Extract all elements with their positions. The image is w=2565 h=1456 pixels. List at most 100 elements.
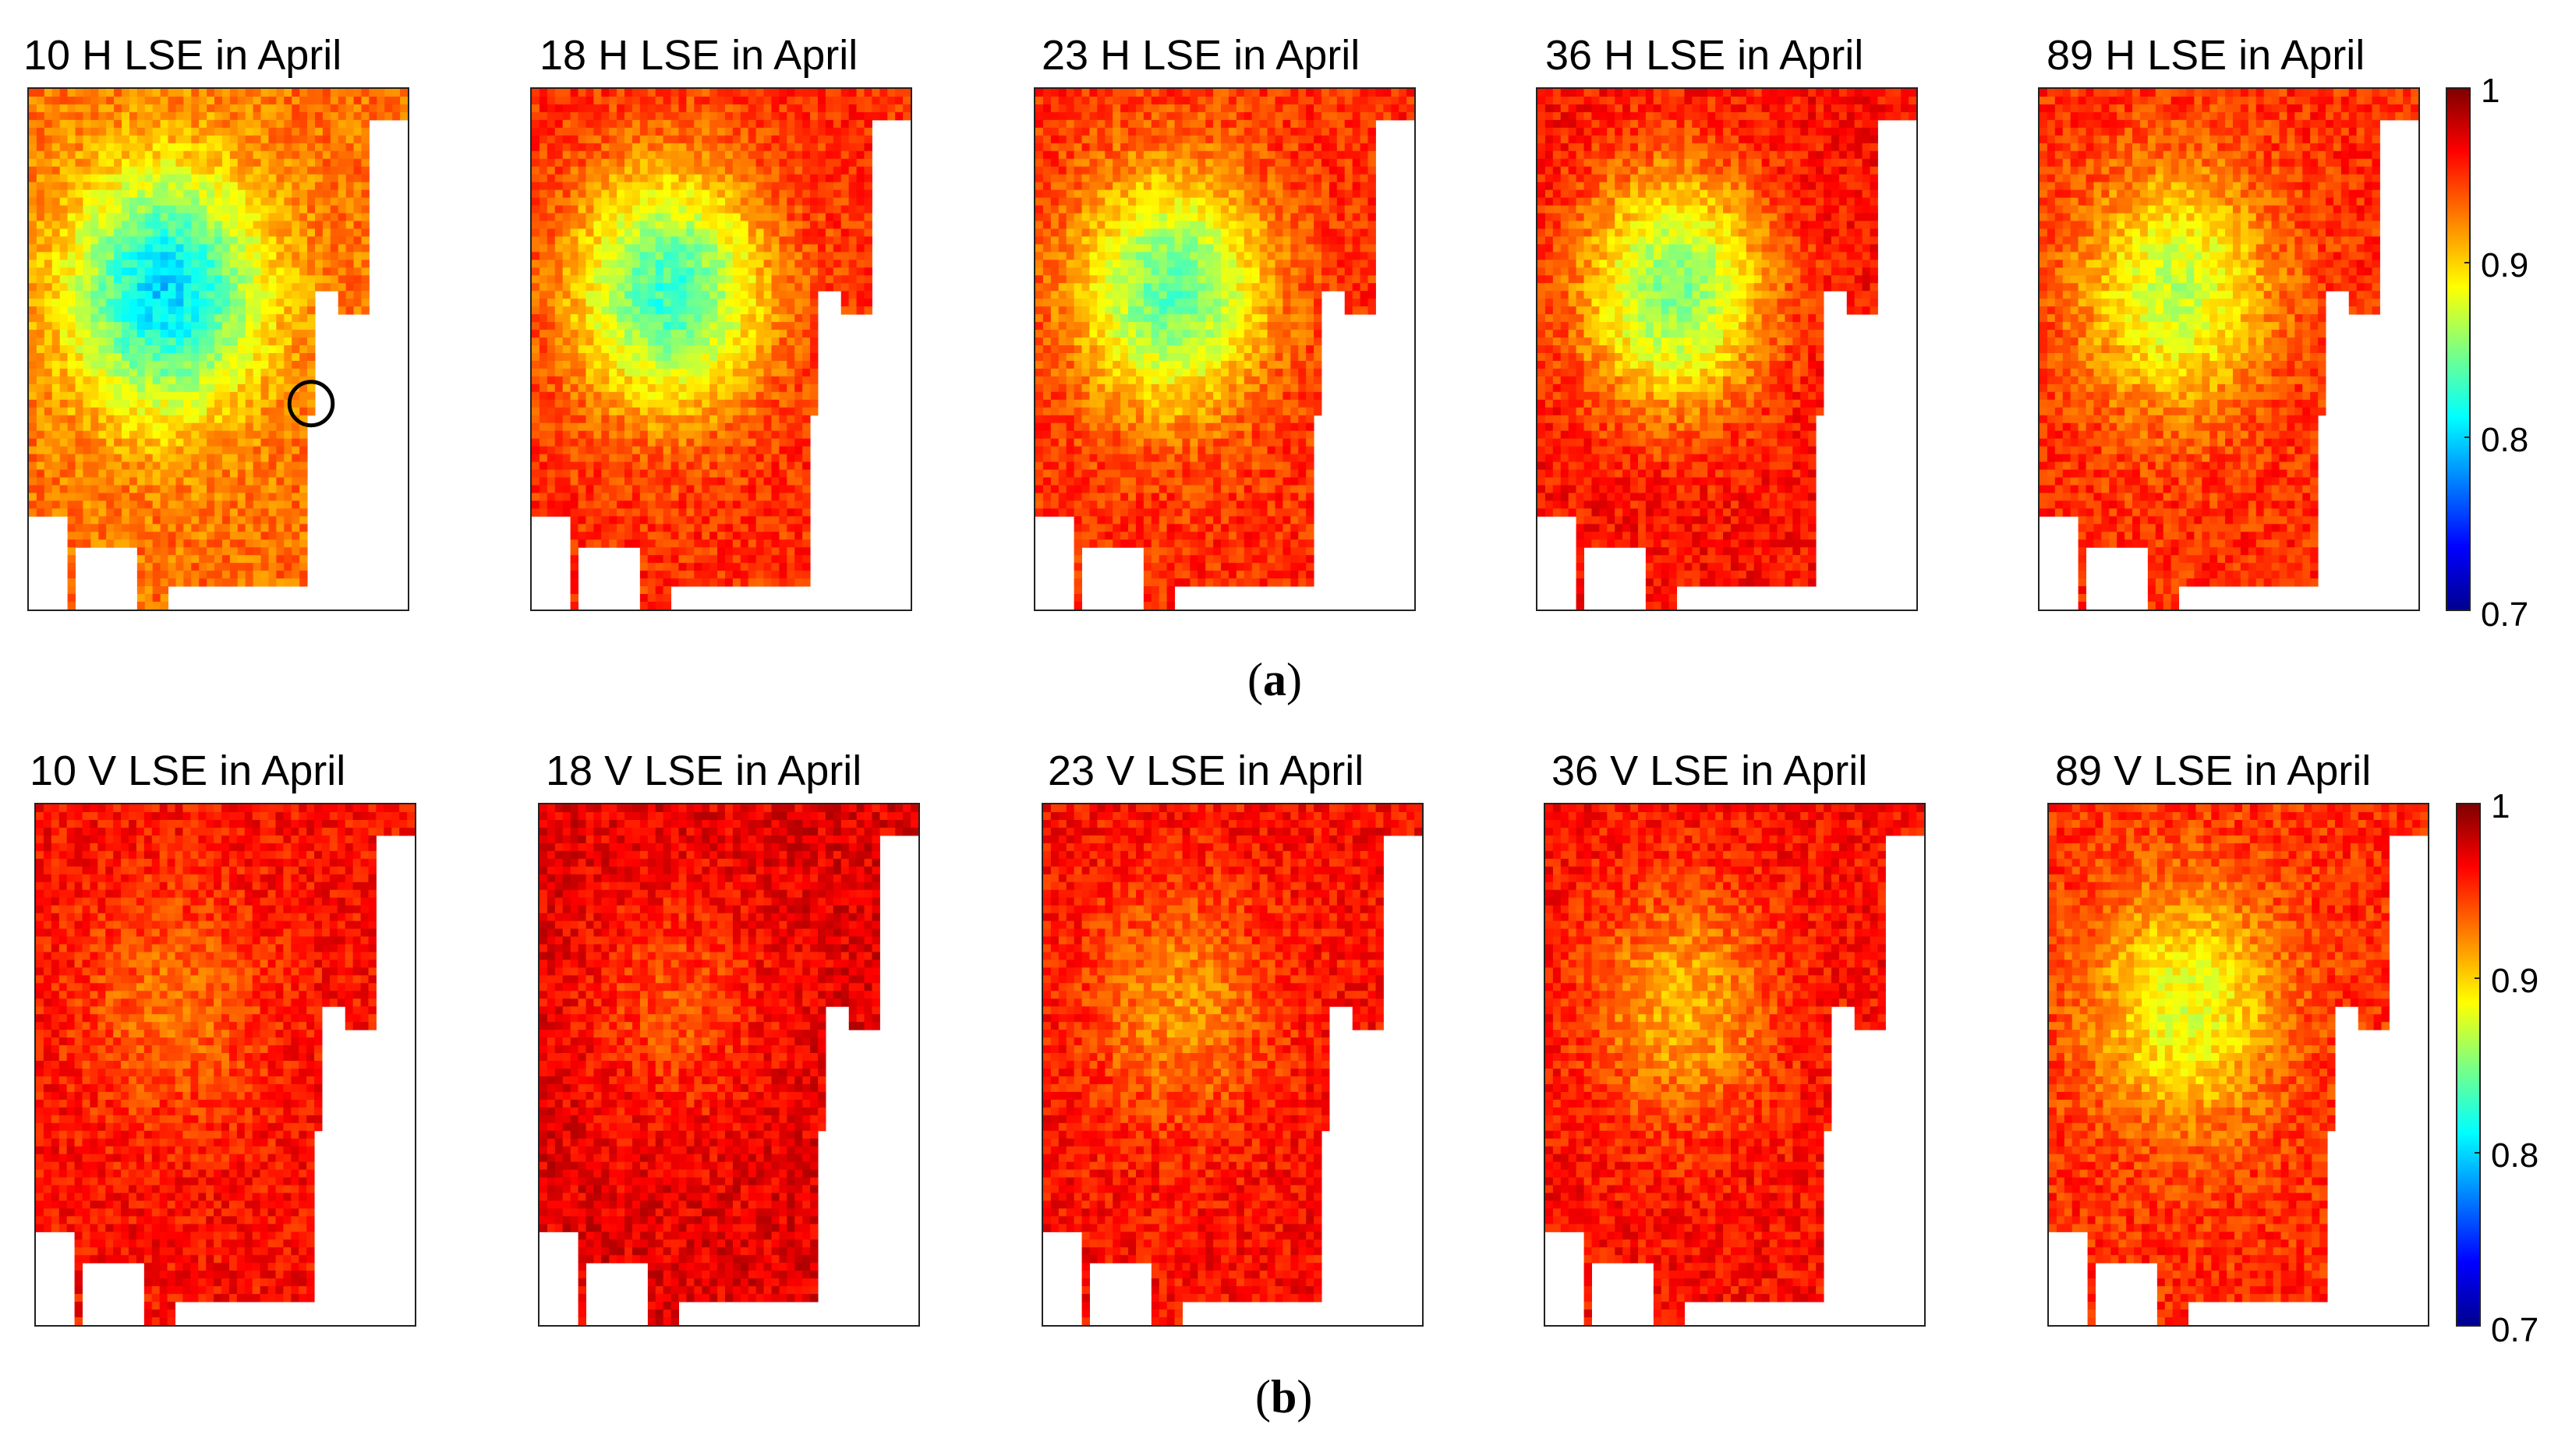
map-cell (284, 322, 292, 330)
map-cell (90, 376, 99, 385)
map-cell (647, 493, 656, 501)
map-cell (593, 228, 602, 237)
map-cell (810, 166, 819, 175)
map-cell (617, 368, 625, 377)
map-cell (330, 143, 339, 152)
map-cell (547, 493, 556, 501)
map-cell (90, 111, 99, 121)
map-cell (253, 228, 262, 237)
map-cell (593, 461, 602, 471)
map-cell (617, 213, 625, 221)
map-cell (647, 461, 656, 471)
map-cell (763, 306, 772, 315)
map-cell (702, 485, 710, 493)
map-cell (562, 306, 571, 315)
map-cell (44, 391, 53, 401)
map-cell (810, 345, 819, 354)
map-cell (307, 96, 316, 105)
map-cell (724, 415, 734, 424)
map-cell (617, 524, 625, 532)
map-cell (802, 571, 811, 579)
map-cell (59, 236, 69, 245)
map-cell (330, 166, 339, 175)
map-cell (593, 422, 602, 432)
map-cell (129, 532, 138, 540)
map-cell (237, 322, 246, 330)
map-cell (175, 415, 184, 424)
map-cell (292, 174, 300, 183)
map-cell (136, 422, 146, 432)
map-cell (787, 360, 795, 369)
map-cell (377, 96, 385, 105)
map-cell (114, 182, 122, 191)
map-cell (245, 493, 254, 501)
map-cell (748, 174, 757, 183)
map-cell (221, 391, 231, 401)
map-cell (740, 469, 749, 479)
map-cell (740, 399, 749, 408)
map-cell (221, 111, 231, 121)
map-cell (199, 236, 207, 245)
map-cell (694, 493, 702, 501)
map-cell (276, 422, 285, 432)
map-cell (199, 345, 207, 354)
map-cell (810, 399, 819, 408)
map-cell (554, 89, 564, 97)
map-cell (260, 469, 269, 479)
map-cell (175, 438, 184, 447)
map-cell (624, 89, 633, 97)
map-cell (840, 111, 850, 121)
map-cell (562, 469, 571, 479)
map-cell (122, 337, 130, 346)
map-cell (160, 96, 169, 105)
map-cell (678, 337, 687, 346)
map-cell (817, 275, 826, 284)
map-cell (802, 221, 811, 229)
map-cell (75, 446, 83, 455)
map-cell (392, 111, 401, 121)
map-cell (601, 221, 610, 229)
map-cell (554, 337, 564, 346)
map-cell (67, 252, 76, 260)
map-cell (214, 150, 223, 160)
map-cell (307, 337, 316, 346)
map-cell (670, 493, 679, 501)
map-cell (90, 524, 99, 532)
map-cell (724, 399, 734, 408)
map-cell (554, 213, 564, 221)
map-cell (663, 547, 672, 556)
map-cell (229, 539, 239, 548)
map-cell (864, 267, 872, 276)
map-cell (75, 337, 83, 346)
map-cell (570, 119, 579, 129)
map-cell (570, 189, 579, 199)
map-cell (740, 376, 749, 385)
map-cell (609, 415, 617, 424)
map-cell (199, 563, 207, 571)
map-cell (214, 275, 223, 284)
map-cell (655, 158, 664, 168)
map-cell (678, 383, 687, 393)
map-cell (345, 182, 355, 191)
map-cell (152, 352, 161, 362)
map-cell (284, 182, 292, 191)
map-cell (864, 143, 872, 152)
map-cell (98, 399, 107, 408)
map-cell (632, 500, 641, 509)
map-cell (547, 391, 556, 401)
map-cell (136, 383, 146, 393)
map-cell (686, 422, 695, 432)
map-cell (268, 330, 277, 338)
map-cell (601, 252, 610, 260)
map-cell (284, 166, 292, 175)
map-cell (83, 345, 91, 354)
map-cell (75, 508, 83, 517)
map-cell (144, 571, 154, 579)
map-cell (245, 547, 254, 556)
map-cell (702, 143, 710, 152)
map-cell (686, 267, 695, 276)
map-cell (639, 143, 649, 152)
map-cell (98, 260, 107, 268)
map-cell (29, 469, 37, 479)
map-cell (191, 368, 200, 377)
